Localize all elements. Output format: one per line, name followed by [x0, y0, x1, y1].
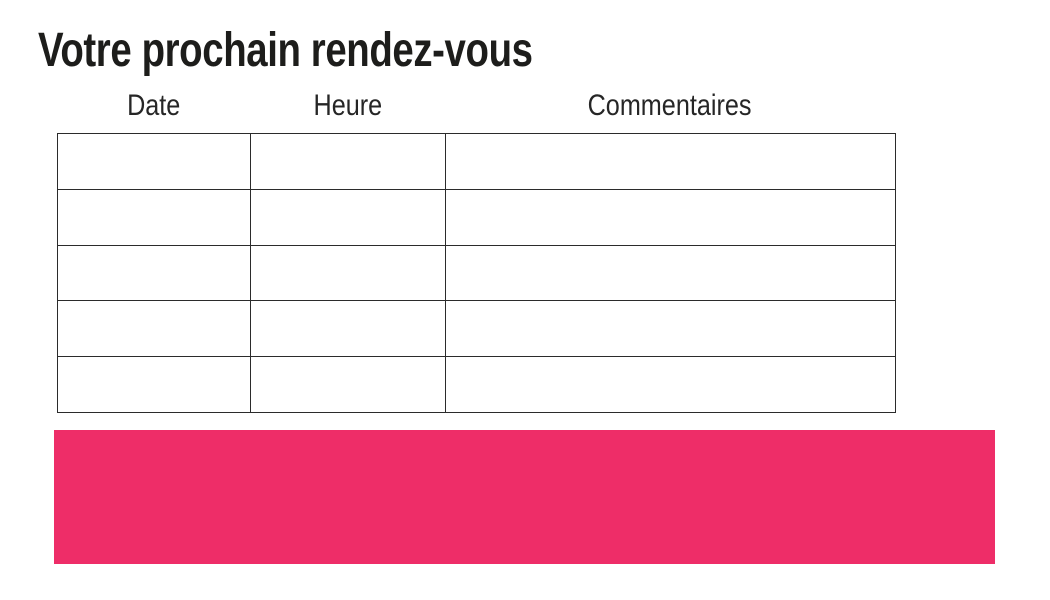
- table-cell: [250, 300, 446, 358]
- table-cell: [250, 356, 446, 413]
- table-header-row: Date Heure Commentaires: [57, 91, 895, 121]
- table-cell: [57, 244, 251, 302]
- table-cell: [57, 133, 251, 190]
- table-row: [57, 356, 896, 413]
- column-header-date: Date: [57, 91, 250, 121]
- column-header-heure-label: Heure: [313, 89, 382, 122]
- table-cell: [445, 133, 896, 190]
- table-cell: [250, 244, 446, 302]
- table-cell: [445, 356, 896, 413]
- table-cell: [445, 244, 896, 302]
- page-title: Votre prochain rendez-vous: [38, 24, 533, 77]
- column-header-commentaires: Commentaires: [445, 91, 895, 121]
- table-row: [57, 244, 896, 302]
- appointment-table: [57, 133, 896, 413]
- table-cell: [57, 300, 251, 358]
- table-cell: [57, 188, 251, 246]
- table-cell: [445, 300, 896, 358]
- column-header-date-label: Date: [126, 89, 181, 122]
- table-cell: [250, 188, 446, 246]
- column-header-commentaires-label: Commentaires: [588, 89, 752, 122]
- accent-band: [54, 430, 995, 564]
- table-row: [57, 300, 896, 358]
- table-cell: [57, 356, 251, 413]
- table-cell: [250, 133, 446, 190]
- table-row: [57, 188, 896, 246]
- table-cell: [445, 188, 896, 246]
- table-row: [57, 133, 896, 190]
- column-header-heure: Heure: [250, 91, 445, 121]
